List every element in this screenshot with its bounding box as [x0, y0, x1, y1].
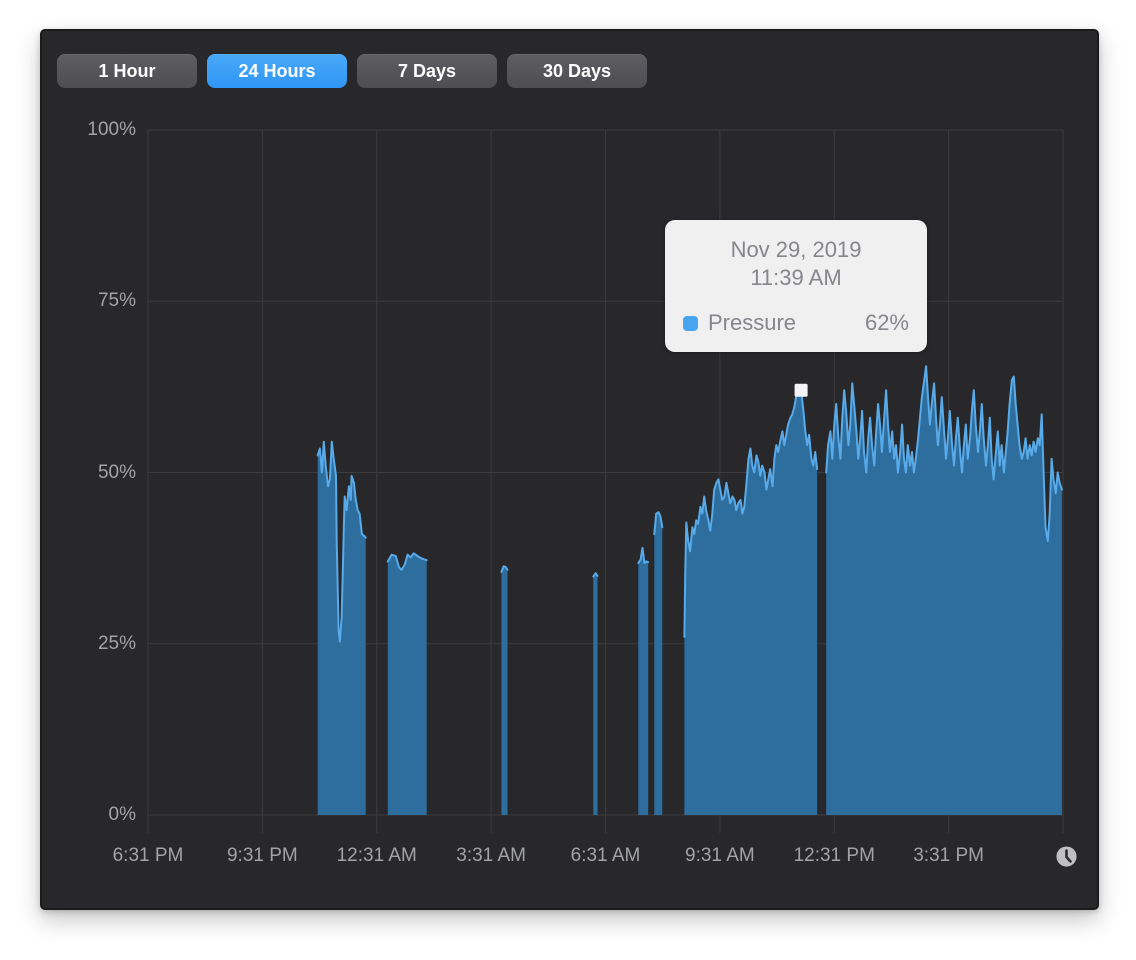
- x-axis-label: 3:31 AM: [456, 845, 526, 866]
- tooltip-series-value: 62%: [864, 310, 909, 335]
- x-axis-label: 12:31 PM: [793, 845, 875, 866]
- x-axis-label: 6:31 AM: [570, 845, 641, 866]
- y-axis-label: 25%: [97, 632, 136, 654]
- selected-point-marker: [794, 383, 808, 397]
- pressure-history-panel: 1 Hour 24 Hours 7 Days 30 Days 100% 75% 50…: [40, 29, 1099, 910]
- chart-tooltip: Nov 29, 2019 11:39 AM Pressure 62%: [665, 220, 927, 352]
- button-7-days[interactable]: 7 Days: [357, 54, 497, 88]
- tooltip-series-row: Pressure 62%: [683, 310, 909, 336]
- x-axis-label: 3:31 PM: [913, 845, 984, 866]
- tooltip-series-label: Pressure: [708, 310, 797, 335]
- x-axis-label: 9:31 PM: [226, 845, 298, 866]
- pressure-area-chart[interactable]: 100% 75% 50% 25% 0% 6:31 PM 9:31 PM 12:31 AM 3:3…: [42, 31, 1097, 908]
- y-axis-label: 75%: [97, 290, 136, 312]
- series-color-swatch-icon: [683, 315, 698, 331]
- x-axis-label: 12:31 AM: [336, 845, 417, 866]
- chart-canvas: [147, 129, 1064, 833]
- y-axis-label: 0%: [108, 804, 136, 825]
- clock-icon[interactable]: [1055, 845, 1078, 868]
- button-30-days[interactable]: 30 Days: [507, 54, 647, 88]
- x-axis-label: 9:31 AM: [685, 845, 755, 866]
- time-range-selector: 1 Hour 24 Hours 7 Days 30 Days: [57, 54, 647, 88]
- y-axis-label: 100%: [87, 119, 136, 140]
- button-1-hour[interactable]: 1 Hour: [57, 54, 197, 88]
- x-axis-label: 6:31 PM: [112, 845, 184, 866]
- button-24-hours[interactable]: 24 Hours: [207, 54, 347, 88]
- y-axis-label: 50%: [97, 461, 136, 483]
- tooltip-time: 11:39 AM: [750, 265, 842, 290]
- tooltip-date: Nov 29, 2019: [730, 237, 862, 262]
